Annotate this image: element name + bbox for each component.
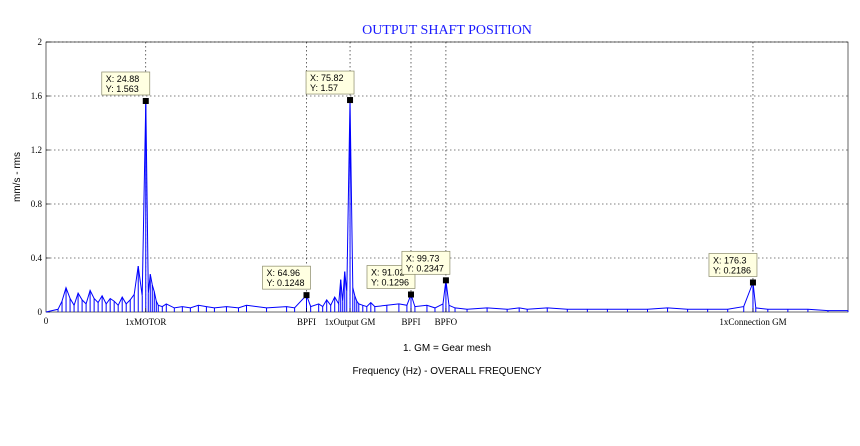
y-tick-label: 2 [38, 37, 43, 47]
y-tick-label: 0 [38, 307, 43, 317]
category-label: BPFO [435, 317, 458, 327]
datatip-x-text: X: 99.73 [406, 253, 440, 263]
x-tick-label: 0 [44, 316, 49, 326]
y-tick-label: 0.8 [31, 199, 43, 209]
datatip-y-text: Y: 1.57 [310, 83, 338, 93]
datatip-x-text: X: 75.82 [310, 73, 344, 83]
datatip-x-text: X: 64.96 [266, 268, 300, 278]
datatip-marker[interactable] [407, 291, 414, 298]
datatip-box [305, 70, 355, 95]
category-label: 1xMOTOR [125, 317, 166, 327]
category-label: BPFI [297, 317, 316, 327]
datatip-x-text: X: 24.88 [106, 74, 140, 84]
category-label: BPFI [401, 317, 420, 327]
gear-mesh-note: 1. GM = Gear mesh [403, 343, 491, 354]
y-tick-label: 1.6 [31, 91, 43, 101]
datatip-y-text: Y: 0.2186 [713, 265, 751, 275]
datatip-box [401, 250, 451, 275]
datatip-x-text: X: 176.3 [713, 255, 747, 265]
y-tick-label: 1.2 [31, 145, 42, 155]
x-axis-label: Frequency (Hz) - OVERALL FREQUENCY [352, 366, 541, 377]
y-axis-label: mm/s - rms [12, 152, 23, 202]
datatip-y-text: Y: 0.1248 [266, 278, 304, 288]
axis-ticks: 0 0.4 0.8 1.2 1.6 2 0 [31, 37, 50, 326]
datatip-marker[interactable] [749, 279, 756, 286]
category-labels: 1xMOTOR BPFI 1xOutput GM BPFI BPFO 1xConnecti… [125, 308, 787, 327]
datatip-y-text: Y: 0.2347 [406, 263, 444, 273]
chart-title: OUTPUT SHAFT POSITION [362, 23, 532, 38]
datatip-marker[interactable] [442, 277, 449, 284]
category-label: 1xConnection GM [719, 317, 786, 327]
datatip-marker[interactable] [142, 97, 149, 104]
datatip-y-text: Y: 0.1296 [371, 278, 409, 288]
datatip-box [101, 71, 151, 96]
datatip-x-text: X: 91.02 [371, 268, 405, 278]
datatip-marker[interactable] [303, 292, 310, 299]
plot-frame [45, 41, 849, 313]
y-tick-label: 0.4 [31, 253, 43, 263]
datatip-box [262, 265, 311, 290]
datatip-marker[interactable] [347, 97, 354, 104]
datatip-y-text: Y: 1.563 [106, 84, 139, 94]
category-label: 1xOutput GM [325, 317, 376, 327]
datatip-box [708, 253, 758, 277]
